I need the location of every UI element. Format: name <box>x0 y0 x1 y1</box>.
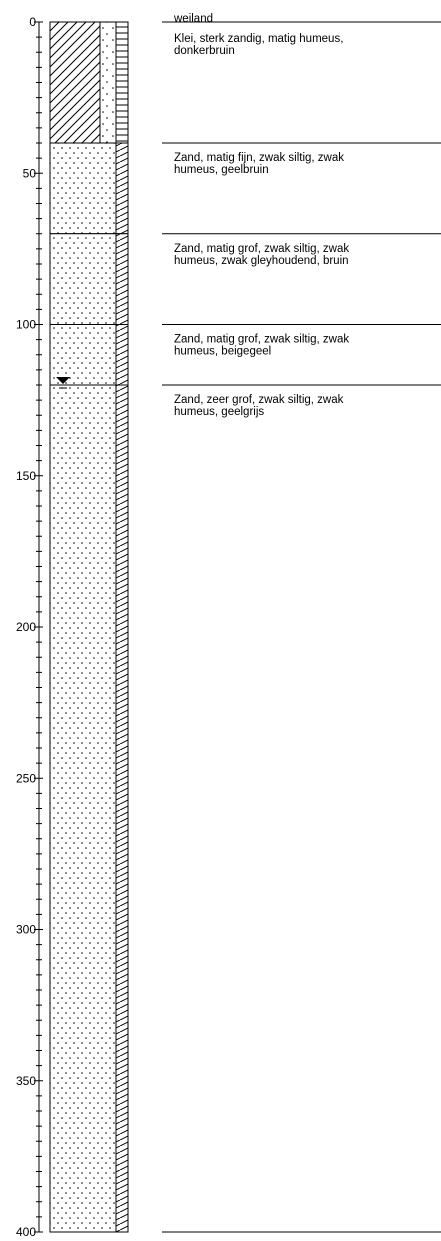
lithology-column <box>49 21 129 1233</box>
layer-outline <box>49 384 129 1233</box>
layer-main-sand <box>50 143 116 234</box>
tick-label: 200 <box>16 620 36 634</box>
top-label: weiland <box>173 13 213 25</box>
layer-humus <box>116 385 128 1232</box>
groundwater-marker <box>56 377 70 389</box>
layer-main-sand <box>50 233 116 325</box>
tick-label: 300 <box>16 923 36 937</box>
layer-humus <box>116 22 128 143</box>
tick-label: 350 <box>16 1074 36 1088</box>
layer-description: humeus, geelgrijs <box>174 406 264 418</box>
depth-axis: 0 50 100 150 200 250 300 350 400 <box>16 15 43 1239</box>
layer-secondary-sand <box>100 22 116 143</box>
layer-humus <box>116 324 128 385</box>
layer-description: humeus, zwak gleyhoudend, bruin <box>174 255 349 267</box>
layer-main-clay <box>50 22 100 143</box>
layer-description: Zand, zeer grof, zwak siltig, zwak <box>174 394 344 406</box>
layer-description: Zand, matig grof, zwak siltig, zwak <box>174 243 349 255</box>
tick-label: 50 <box>23 166 37 180</box>
layer-humus <box>116 233 128 325</box>
layer-description: Klei, sterk zandig, matig humeus, <box>174 33 343 45</box>
layer-description: donkerbruin <box>174 45 235 57</box>
layer-main-sand <box>50 324 116 385</box>
layer-main-sand <box>50 385 116 1232</box>
layer-description: Zand, matig grof, zwak siltig, zwak <box>174 334 349 346</box>
layer-description: humeus, geelbruin <box>174 164 269 176</box>
groundwater-triangle <box>56 377 70 384</box>
tick-label: 100 <box>16 318 36 332</box>
tick-label: 250 <box>16 771 36 785</box>
layer-description: Zand, matig fijn, zwak siltig, zwak <box>174 152 344 164</box>
layer-description: humeus, beigegeel <box>174 346 271 358</box>
layer-humus <box>116 143 128 234</box>
tick-label: 400 <box>16 1225 36 1239</box>
tick-label: 0 <box>29 15 36 29</box>
tick-label: 150 <box>16 469 36 483</box>
layer-descriptions: weiland Klei, sterk zandig, matig humeus… <box>162 13 441 1233</box>
